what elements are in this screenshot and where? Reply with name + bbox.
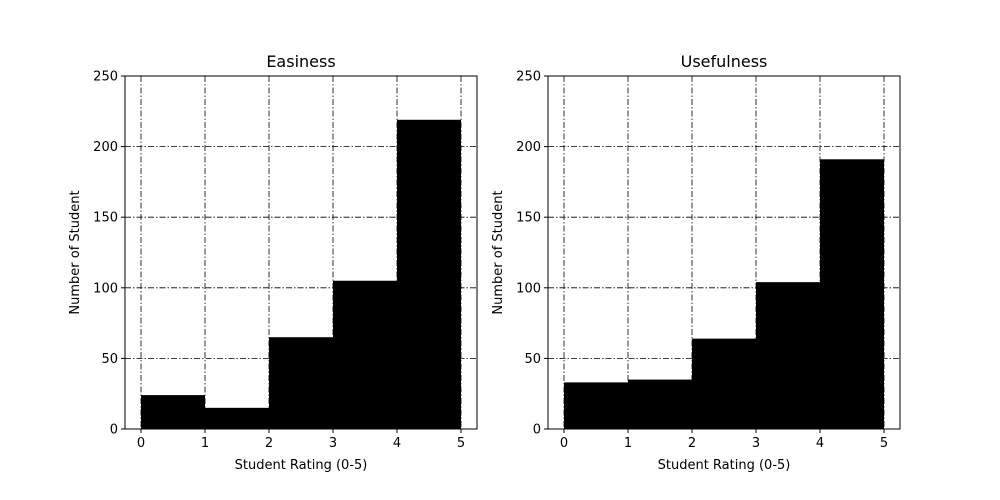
axes-frame (124, 75, 478, 430)
bar-3 (333, 280, 397, 429)
bars (564, 159, 884, 430)
x-tick-label: 4 (393, 436, 401, 451)
y-tick-label: 0 (110, 423, 118, 438)
bar-1 (628, 379, 692, 429)
bar-0 (564, 382, 628, 429)
bar-2 (269, 337, 333, 429)
y-tick-label: 100 (93, 281, 118, 296)
bar-4 (820, 159, 884, 430)
x-tick-label: 2 (265, 436, 273, 451)
y-tick-label: 100 (516, 281, 541, 296)
x-tick-label: 5 (457, 436, 465, 451)
axes-frame (547, 75, 901, 430)
y-tick-label: 200 (93, 140, 118, 155)
y-tick-label: 150 (93, 211, 118, 226)
y-tick-label: 0 (533, 423, 541, 438)
y-tick-label: 250 (516, 70, 541, 85)
x-tick-label: 3 (329, 436, 337, 451)
y-axis-label: Number of Student (491, 190, 506, 314)
x-tick-label: 1 (624, 436, 632, 451)
chart-title: Easiness (266, 52, 335, 71)
x-tick-label: 4 (816, 436, 824, 451)
bar-1 (205, 407, 269, 429)
x-tick-label: 3 (752, 436, 760, 451)
y-tick-label: 50 (101, 352, 118, 367)
x-axis-label: Student Rating (0-5) (235, 458, 368, 473)
x-tick-label: 5 (880, 436, 888, 451)
y-tick-label: 200 (516, 140, 541, 155)
bar-4 (397, 119, 461, 429)
x-tick-label: 1 (201, 436, 209, 451)
y-tick-label: 50 (524, 352, 541, 367)
x-tick-label: 2 (688, 436, 696, 451)
x-tick-label: 0 (137, 436, 145, 451)
bar-0 (141, 395, 205, 429)
y-axis-label: Number of Student (68, 190, 83, 314)
x-axis-label: Student Rating (0-5) (658, 458, 791, 473)
y-tick-label: 150 (516, 211, 541, 226)
chart-title: Usefulness (681, 52, 768, 71)
y-tick-label: 250 (93, 70, 118, 85)
bar-2 (692, 338, 756, 429)
bar-3 (756, 282, 820, 429)
bars (141, 119, 461, 429)
grid (548, 75, 900, 430)
x-tick-label: 0 (560, 436, 568, 451)
